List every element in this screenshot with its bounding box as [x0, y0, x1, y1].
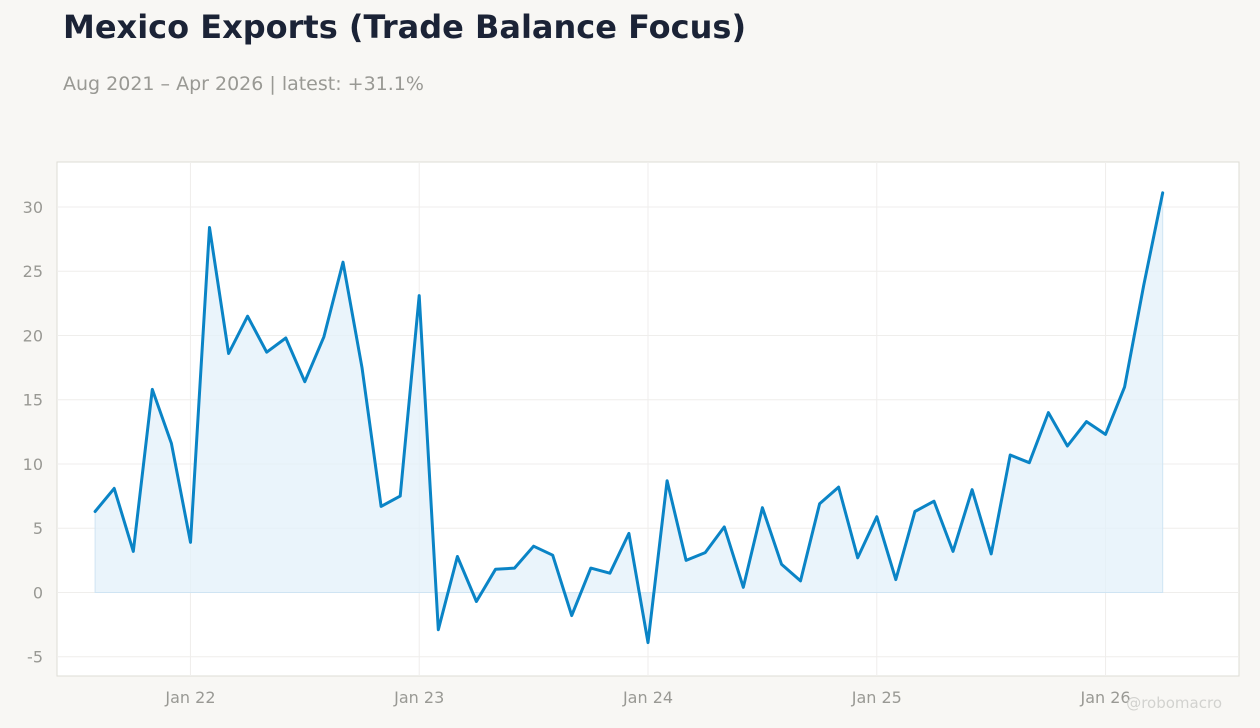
y-tick-label: 10 [23, 455, 43, 474]
x-tick-label: Jan 22 [164, 688, 215, 707]
x-tick-label: Jan 23 [393, 688, 444, 707]
y-tick-label: 5 [33, 519, 43, 538]
x-tick-label: Jan 26 [1079, 688, 1130, 707]
y-tick-label: 0 [33, 583, 43, 602]
y-tick-label: 30 [23, 198, 43, 217]
x-tick-label: Jan 24 [622, 688, 673, 707]
watermark: @robomacro [1126, 694, 1222, 712]
y-tick-label: 15 [23, 391, 43, 410]
y-tick-label: 25 [23, 262, 43, 281]
y-tick-label: 20 [23, 326, 43, 345]
y-axis: -5 0 5 10 15 20 25 30 [23, 198, 43, 667]
x-tick-label: Jan 25 [851, 688, 902, 707]
chart-subtitle: Aug 2021 – Apr 2026 | latest: +31.1% [63, 73, 424, 95]
chart-title: Mexico Exports (Trade Balance Focus) [63, 8, 747, 46]
y-tick-label: -5 [27, 648, 43, 667]
series-line [93, 191, 1165, 645]
x-axis: Jan 22 Jan 23 Jan 24 Jan 25 Jan 26 [164, 688, 1130, 707]
